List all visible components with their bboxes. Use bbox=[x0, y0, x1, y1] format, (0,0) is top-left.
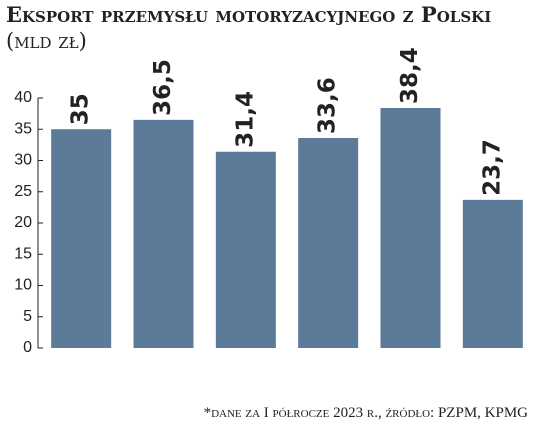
y-tick-label: 0 bbox=[23, 339, 32, 356]
bar bbox=[133, 119, 194, 348]
value-label: 23,7 bbox=[479, 139, 505, 196]
bar bbox=[462, 199, 523, 348]
bar bbox=[215, 151, 276, 348]
value-label: 33,6 bbox=[315, 77, 341, 134]
y-tick-label: 35 bbox=[14, 120, 32, 137]
bar bbox=[298, 138, 359, 348]
value-label: 35 bbox=[68, 93, 94, 125]
value-label: 31,4 bbox=[232, 91, 258, 148]
y-tick-label: 20 bbox=[14, 214, 32, 231]
chart-title: Eksport przemysłu motoryzacyjnego z Pols… bbox=[6, 2, 492, 27]
bar bbox=[380, 108, 441, 348]
chart-subtitle: (mld zł) bbox=[6, 29, 87, 53]
y-tick-label: 30 bbox=[14, 152, 32, 169]
chart-title-block: Eksport przemysłu motoryzacyjnego z Pols… bbox=[6, 2, 506, 54]
footnote: *dane za I półrocze 2023 r., źródło: PZP… bbox=[203, 405, 528, 421]
y-tick-label: 10 bbox=[14, 277, 32, 294]
y-tick-label: 15 bbox=[14, 245, 32, 262]
value-label: 38,4 bbox=[397, 47, 423, 104]
bar bbox=[51, 129, 112, 348]
value-label: 36,5 bbox=[150, 59, 176, 116]
y-tick-label: 5 bbox=[23, 308, 32, 325]
y-tick-label: 25 bbox=[14, 183, 32, 200]
y-tick-label: 40 bbox=[14, 89, 32, 106]
